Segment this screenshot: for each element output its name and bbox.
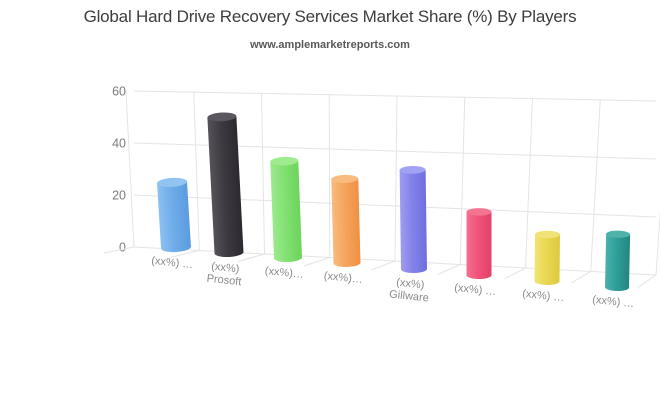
category-label-line: (xx%) … [454, 282, 497, 298]
bar-1-cylinder[interactable] [207, 112, 244, 258]
y-tick-label-40: 40 [112, 137, 126, 151]
cylinder-cap [466, 208, 492, 216]
v-gridline [125, 90, 135, 248]
category-label-line: (xx%) [396, 277, 425, 292]
category-label-2: (xx%)… [264, 265, 304, 281]
category-label-1: (xx%)Prosoft [206, 261, 242, 289]
floor-gridline [570, 271, 592, 284]
category-label-line: Prosoft [206, 273, 242, 289]
category-label-0: (xx%) … [151, 255, 194, 271]
bar-5-cylinder[interactable] [466, 208, 492, 279]
v-gridline [525, 98, 533, 269]
floor-gridline [103, 246, 135, 254]
category-label-3: (xx%)… [323, 270, 363, 286]
v-gridline [193, 92, 200, 251]
v-gridline [261, 93, 265, 255]
cylinder-cap [270, 156, 299, 166]
floor-gridline [304, 257, 330, 267]
y-tick-label-60: 60 [112, 85, 126, 99]
category-label-5: (xx%) … [454, 282, 497, 298]
y-tick-label-20: 20 [112, 189, 126, 203]
bar-0-cylinder[interactable] [157, 177, 191, 253]
chart-title: Global Hard Drive Recovery Services Mark… [83, 7, 577, 26]
cylinder-body [605, 233, 631, 288]
cylinder-cap [331, 174, 359, 184]
floor-gridline [637, 274, 657, 288]
y-tick-label-0: 0 [119, 241, 126, 255]
category-label-line: (xx%) [211, 261, 240, 276]
cylinder-cap [207, 112, 237, 122]
cylinder-cap [534, 230, 560, 239]
category-label-6: (xx%) … [522, 288, 565, 304]
cylinder-body [331, 178, 361, 264]
bar-6-cylinder[interactable] [534, 230, 560, 286]
chart-subtitle: www.amplemarketreports.com [250, 39, 410, 51]
bar-4-cylinder[interactable] [399, 165, 427, 274]
v-gridline [459, 97, 466, 265]
bar-7-cylinder[interactable] [605, 230, 631, 292]
category-label-line: (xx%) … [522, 288, 565, 304]
v-gridline [590, 99, 601, 272]
category-label-line: (xx%) … [151, 255, 194, 271]
v-gridline [655, 209, 660, 276]
cylinder-cap [606, 230, 631, 238]
category-label-7: (xx%) … [592, 294, 635, 310]
category-label-line: Gillware [389, 288, 430, 304]
cylinder-body [399, 169, 427, 270]
cylinder-cap [399, 165, 426, 174]
bar-3-cylinder[interactable] [331, 174, 361, 268]
cylinder-body [534, 234, 560, 282]
floor-gridline [237, 253, 265, 263]
cylinder-body [157, 181, 191, 249]
cylinder-body [207, 116, 244, 254]
floor-gridline [504, 267, 526, 280]
category-label-line: (xx%)… [264, 265, 304, 281]
h-gridline-60 [133, 90, 657, 102]
floor-gridline [170, 250, 200, 258]
bar-2-cylinder[interactable] [270, 156, 302, 263]
cylinder-body [466, 211, 492, 276]
v-gridline [394, 95, 398, 262]
category-label-line: (xx%) … [592, 294, 635, 310]
cylinder-cap [157, 177, 187, 187]
v-gridline [328, 94, 331, 258]
floor-gridline [437, 264, 461, 275]
cylinder-body [270, 160, 302, 259]
category-label-4: (xx%)Gillware [389, 277, 430, 305]
category-label-line: (xx%)… [323, 270, 363, 286]
floor-gridline [370, 260, 396, 271]
